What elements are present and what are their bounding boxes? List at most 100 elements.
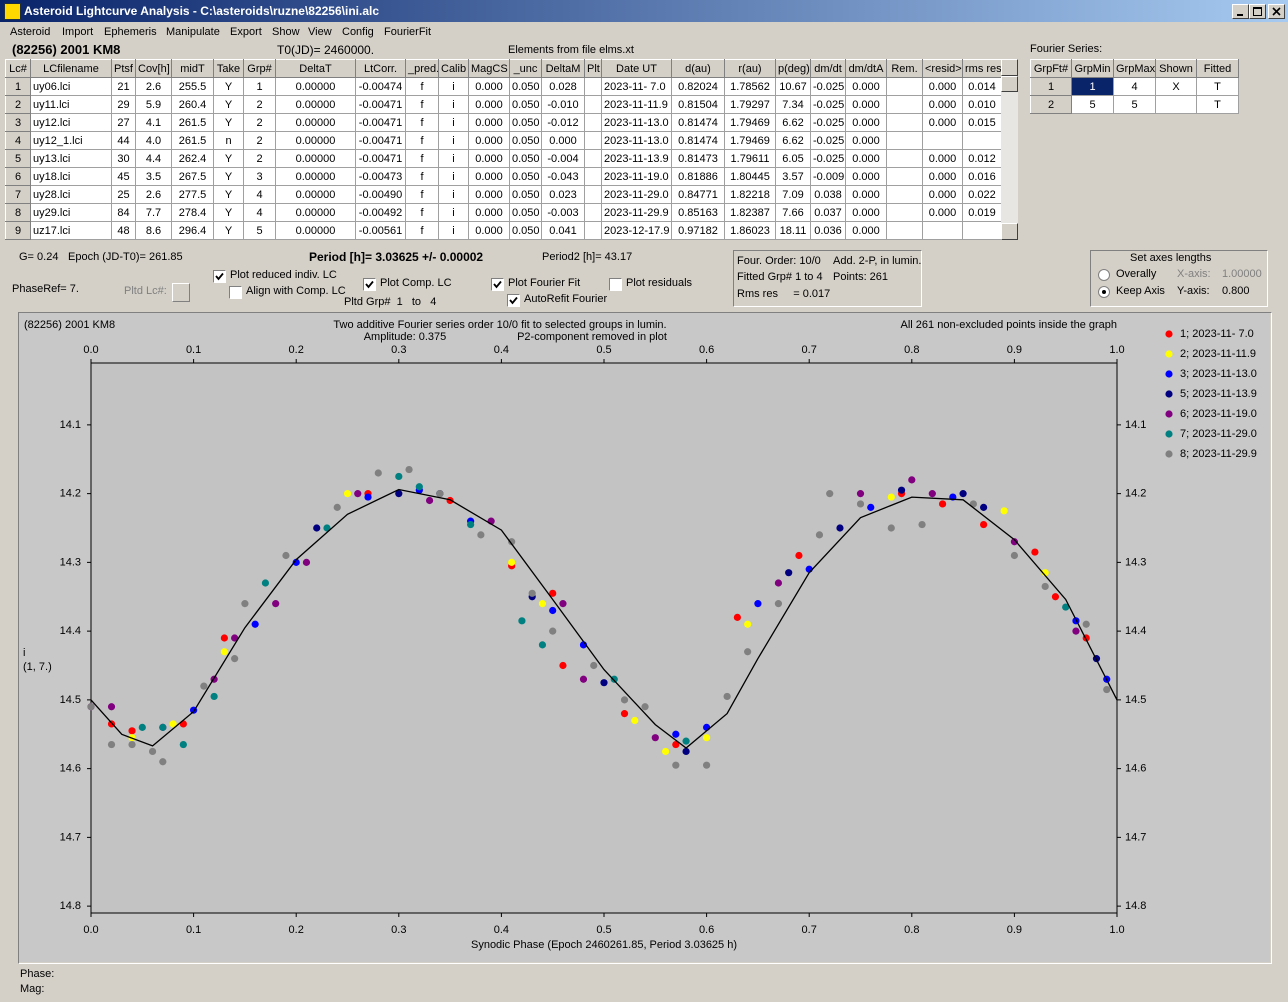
table-cell[interactable]: 4 — [5, 131, 31, 150]
menu-item[interactable]: Import — [62, 26, 94, 38]
table-cell[interactable]: 2 — [243, 95, 276, 114]
table-cell[interactable]: Y — [213, 203, 244, 222]
table-cell[interactable]: 0.00000 — [275, 149, 356, 168]
table-cell[interactable]: 48 — [111, 221, 136, 240]
table-cell[interactable]: 0.050 — [509, 113, 542, 132]
table-cell[interactable]: 2023-11-13.0 — [601, 131, 672, 150]
table-cell[interactable]: 3 — [243, 167, 276, 186]
table-cell[interactable]: 0.00000 — [275, 77, 356, 96]
table-cell[interactable]: -0.025 — [810, 149, 846, 168]
table-cell[interactable]: f — [405, 95, 439, 114]
table-cell[interactable]: 261.5 — [171, 113, 214, 132]
table-cell[interactable]: 5.9 — [135, 95, 172, 114]
table-cell[interactable] — [584, 149, 602, 168]
table-cell[interactable]: 0.000 — [922, 203, 963, 222]
table-cell[interactable]: 4 — [1113, 77, 1156, 96]
table-cell[interactable]: 0.028 — [541, 77, 585, 96]
column-header[interactable]: _pred. — [405, 59, 439, 78]
table-cell[interactable]: f — [405, 203, 439, 222]
table-cell[interactable]: 0.000 — [922, 77, 963, 96]
radio-label[interactable]: Keep Axis — [1116, 285, 1165, 297]
table-cell[interactable]: 6 — [5, 167, 31, 186]
table-cell[interactable] — [922, 131, 963, 150]
table-cell[interactable]: 0.00000 — [275, 131, 356, 150]
table-cell[interactable]: 6.62 — [775, 113, 811, 132]
table-cell[interactable] — [886, 149, 923, 168]
table-cell[interactable]: -0.00492 — [355, 203, 406, 222]
table-cell[interactable]: 5 — [243, 221, 276, 240]
table-cell[interactable]: i — [438, 185, 469, 204]
table-cell[interactable]: 0.97182 — [671, 221, 725, 240]
table-cell[interactable]: -0.025 — [810, 95, 846, 114]
table-cell[interactable]: T — [1196, 95, 1239, 114]
table-cell[interactable]: 0.022 — [962, 185, 1002, 204]
table-cell[interactable] — [584, 95, 602, 114]
table-cell[interactable]: 2 — [243, 131, 276, 150]
table-cell[interactable]: 2023-11-19.0 — [601, 167, 672, 186]
table-cell[interactable]: 5 — [1071, 95, 1114, 114]
table-cell[interactable]: 7.7 — [135, 203, 172, 222]
table-cell[interactable]: 84 — [111, 203, 136, 222]
table-cell[interactable]: 2 — [1030, 95, 1072, 114]
table-cell[interactable]: i — [438, 131, 469, 150]
table-cell[interactable]: 1.79297 — [724, 95, 776, 114]
table-cell[interactable]: 0.00000 — [275, 221, 356, 240]
table-cell[interactable]: 7.34 — [775, 95, 811, 114]
table-cell[interactable]: 7.66 — [775, 203, 811, 222]
table-cell[interactable]: 0.050 — [509, 203, 542, 222]
table-cell[interactable]: 0.000 — [845, 113, 887, 132]
table-cell[interactable]: 0.012 — [962, 149, 1002, 168]
table-cell[interactable]: 0.019 — [962, 203, 1002, 222]
table-cell[interactable]: -0.00490 — [355, 185, 406, 204]
table-cell[interactable]: 1.79469 — [724, 131, 776, 150]
table-cell[interactable]: i — [438, 113, 469, 132]
checkbox-label[interactable]: Plot Comp. LC — [380, 277, 452, 289]
table-cell[interactable]: n — [213, 131, 244, 150]
column-header[interactable]: Take — [213, 59, 244, 78]
table-cell[interactable]: f — [405, 113, 439, 132]
table-cell[interactable]: 44 — [111, 131, 136, 150]
table-cell[interactable]: 0.000 — [541, 131, 585, 150]
column-header[interactable]: dm/dtA — [845, 59, 887, 78]
table-cell[interactable]: 0.81886 — [671, 167, 725, 186]
column-header[interactable]: Lc# — [5, 59, 31, 78]
table-cell[interactable]: Y — [213, 149, 244, 168]
table-cell[interactable] — [886, 167, 923, 186]
table-cell[interactable]: f — [405, 167, 439, 186]
table-cell[interactable]: 0.81473 — [671, 149, 725, 168]
table-cell[interactable] — [584, 77, 602, 96]
table-cell[interactable] — [886, 113, 923, 132]
table-cell[interactable]: 0.050 — [509, 185, 542, 204]
table-cell[interactable]: -0.004 — [541, 149, 585, 168]
checkbox[interactable] — [491, 278, 504, 291]
table-cell[interactable]: 0.000 — [845, 185, 887, 204]
table-cell[interactable]: 2 — [243, 149, 276, 168]
table-cell[interactable]: 0.037 — [810, 203, 846, 222]
pltd-lc-spinner[interactable] — [172, 283, 190, 302]
table-cell[interactable] — [886, 77, 923, 96]
table-cell[interactable]: 1.79469 — [724, 113, 776, 132]
table-cell[interactable]: 2023-11- 7.0 — [601, 77, 672, 96]
table-cell[interactable]: 0.050 — [509, 95, 542, 114]
column-header[interactable]: DeltaM — [541, 59, 585, 78]
table-cell[interactable]: 2023-11-29.0 — [601, 185, 672, 204]
scroll-down[interactable] — [1001, 223, 1018, 240]
column-header[interactable]: GrpMin — [1071, 59, 1114, 78]
minimize-button[interactable] — [1232, 4, 1249, 19]
column-header[interactable]: dm/dt — [810, 59, 846, 78]
table-cell[interactable]: 7 — [5, 185, 31, 204]
table-cell[interactable]: 25 — [111, 185, 136, 204]
table-cell[interactable]: -0.010 — [541, 95, 585, 114]
column-header[interactable]: Date UT — [601, 59, 672, 78]
table-cell[interactable]: uy13.lci — [30, 149, 112, 168]
table-cell[interactable]: 0.000 — [468, 113, 510, 132]
table-cell[interactable]: 0.84771 — [671, 185, 725, 204]
menu-item[interactable]: Ephemeris — [104, 26, 157, 38]
table-cell[interactable]: 2 — [243, 113, 276, 132]
table-cell[interactable]: -0.025 — [810, 131, 846, 150]
table-cell[interactable]: 278.4 — [171, 203, 214, 222]
table-cell[interactable] — [584, 113, 602, 132]
table-cell[interactable]: uy18.lci — [30, 167, 112, 186]
table-cell[interactable]: -0.025 — [810, 113, 846, 132]
scroll-up[interactable] — [1001, 59, 1018, 76]
